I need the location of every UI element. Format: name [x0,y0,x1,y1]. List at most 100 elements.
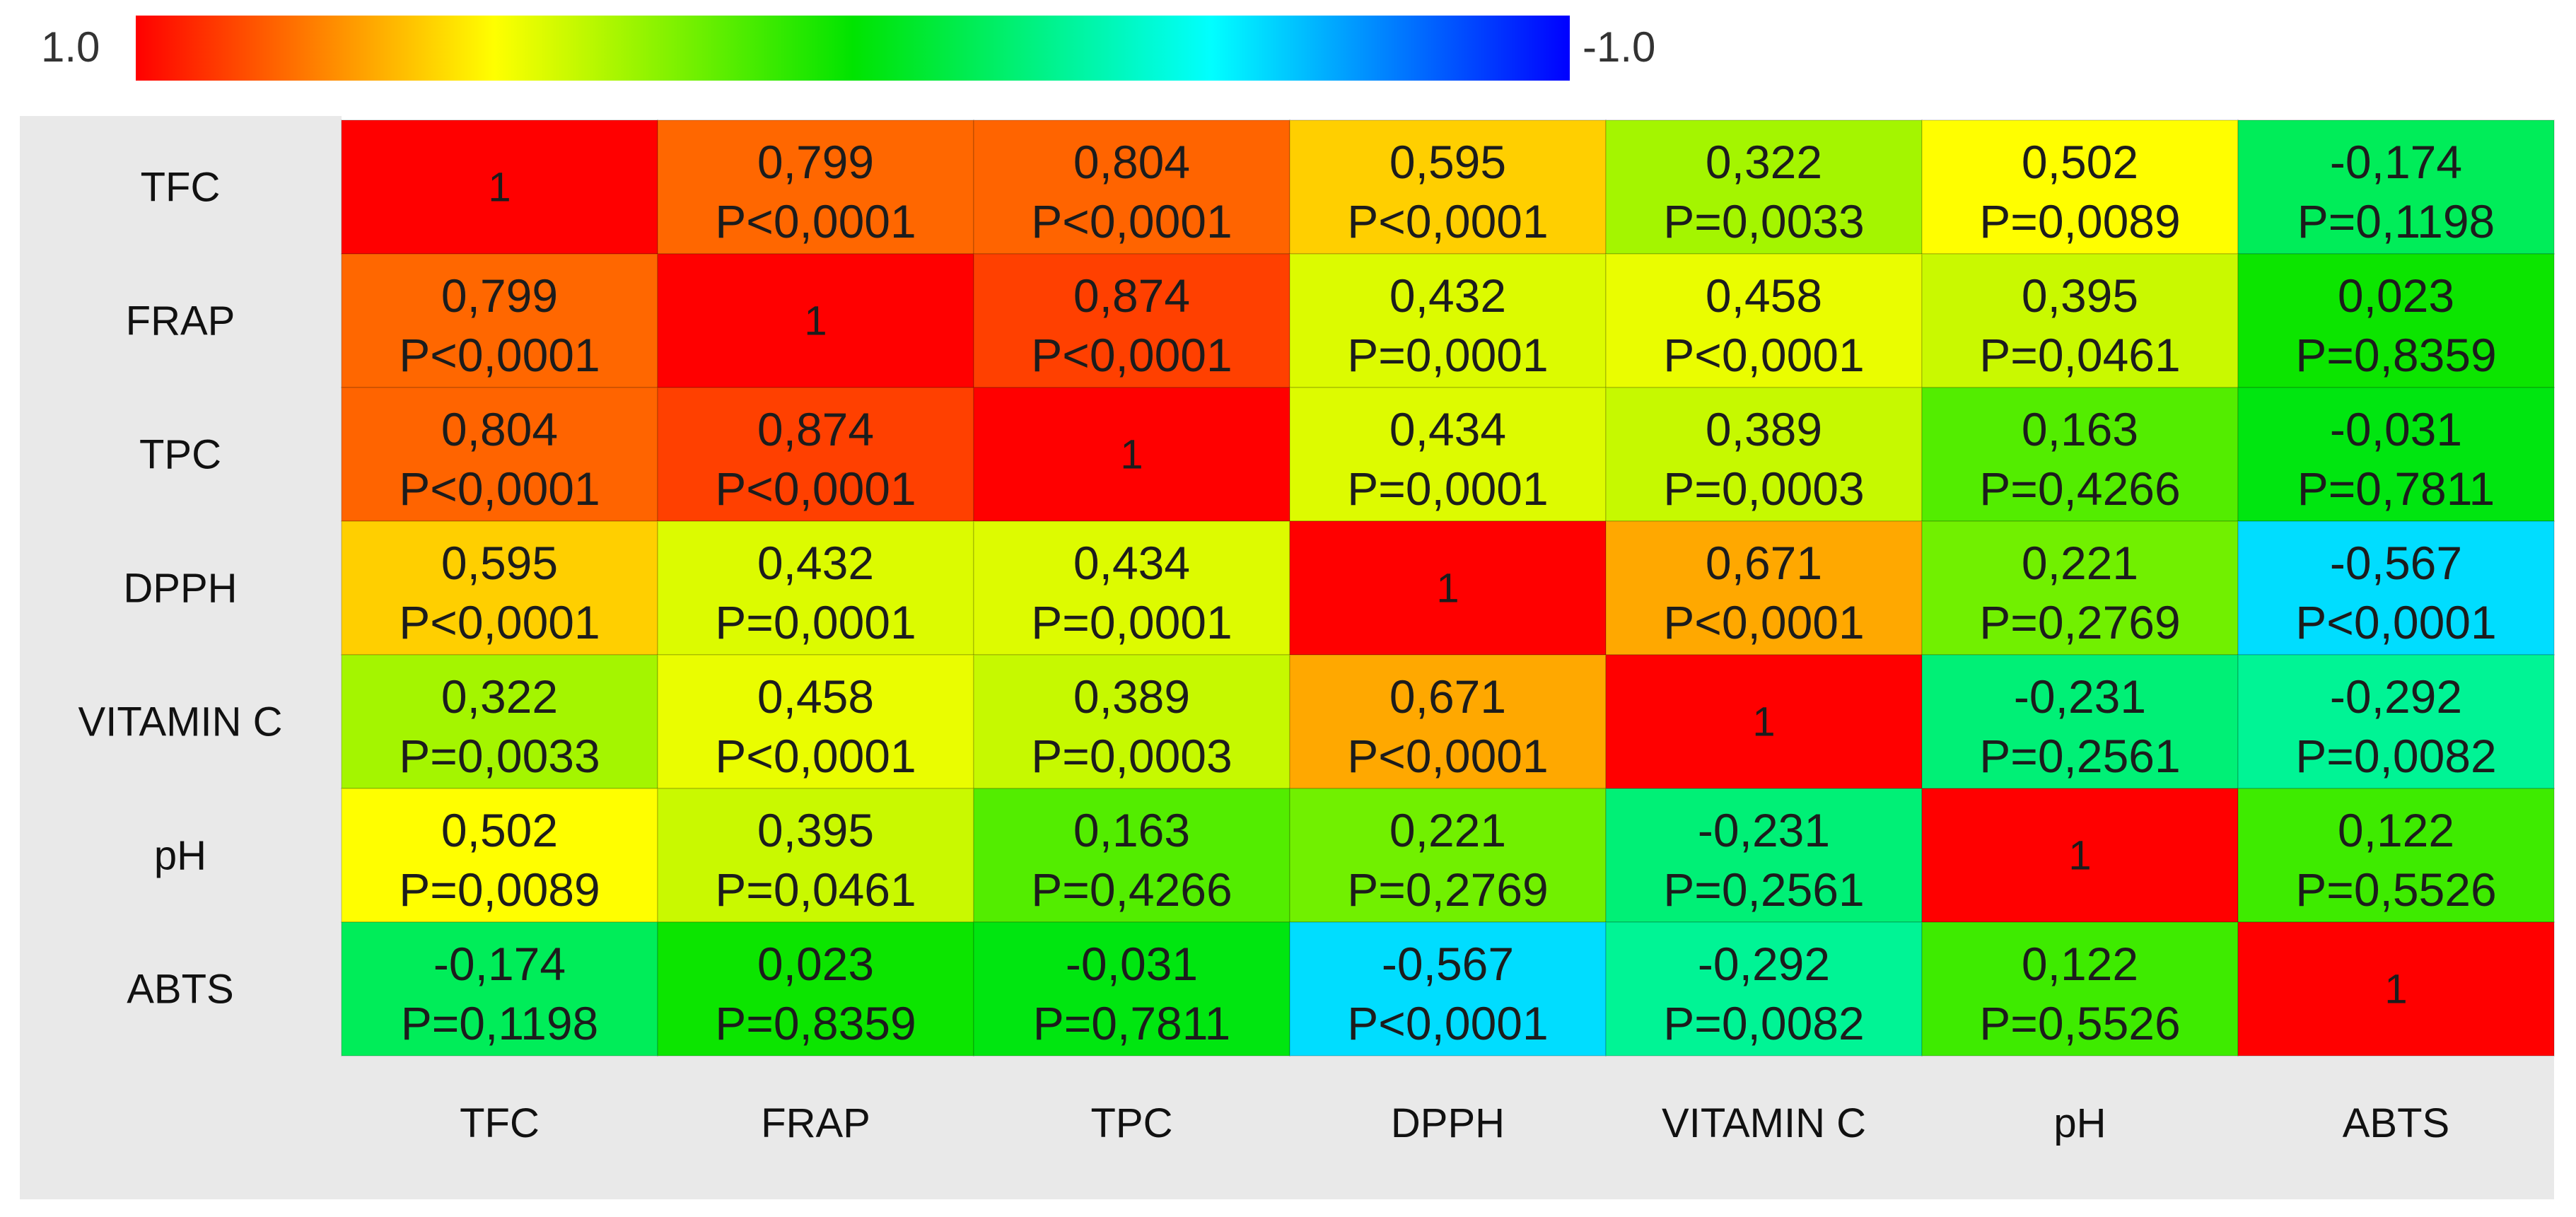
row-label: TPC [139,432,221,478]
heatmap-cell [973,921,1290,1056]
column-label: pH [2053,1100,2106,1146]
cell-p-value: P<0,0001 [1031,195,1232,248]
heatmap-cell [2237,520,2555,656]
cell-p-value: P=0,5526 [2295,863,2496,916]
cell-correlation-value: 0,799 [441,269,558,322]
heatmap-cell [2237,654,2555,789]
heatmap-cell [657,253,974,388]
heatmap-cell [1921,520,2239,656]
cell-p-value: P<0,0001 [1347,730,1548,782]
cell-p-value: P=0,7811 [1033,997,1231,1049]
heatmap-cell [2237,253,2555,388]
heatmap-cell [2237,120,2555,255]
heatmap-cell [1605,387,1923,522]
cell-p-value: P=0,0003 [1031,730,1232,782]
cell-correlation-value: 0,799 [757,136,874,188]
cell-correlation-value: -0,292 [2330,670,2462,723]
heatmap-cell [1289,120,1607,255]
cell-p-value: P=0,4266 [1979,462,2180,515]
cell-correlation-value: 1 [804,298,827,344]
heatmap-cell [341,387,658,522]
cell-p-value: P=0,8359 [715,997,916,1049]
cell-p-value: P=0,1198 [401,997,599,1049]
heatmap-cell [1289,654,1607,789]
cell-correlation-value: 0,221 [1389,804,1506,856]
cell-p-value: P=0,4266 [1031,863,1232,916]
cell-correlation-value: 0,322 [1706,136,1822,188]
cell-p-value: P=0,0089 [399,863,600,916]
cell-p-value: P=0,2561 [1979,730,2180,782]
cell-correlation-value: 0,163 [2022,403,2138,455]
cell-correlation-value: 0,434 [1389,403,1506,455]
column-label: ABTS [2343,1100,2450,1146]
heatmap-cell [1289,788,1607,923]
cell-p-value: P=0,0461 [715,863,916,916]
cell-p-value: P=0,2769 [1347,863,1548,916]
cell-correlation-value: -0,292 [1698,938,1830,990]
cell-correlation-value: 0,458 [757,670,874,723]
row-label: ABTS [127,967,234,1013]
row-label: pH [154,833,206,879]
heatmap-cell [2237,788,2555,923]
heatmap-cell [1605,520,1923,656]
cell-correlation-value: -0,031 [2330,403,2462,455]
cell-correlation-value: -0,231 [1698,804,1830,856]
row-label: VITAMIN C [78,699,283,745]
heatmap-cell [1605,788,1923,923]
cell-p-value: P<0,0001 [399,596,600,648]
heatmap-cell [1289,921,1607,1056]
cell-correlation-value: 1 [1120,432,1143,478]
cell-p-value: P<0,0001 [715,730,916,782]
heatmap-cell [341,520,658,656]
cell-p-value: P<0,0001 [1663,329,1864,381]
heatmap-cell [1921,387,2239,522]
legend-min-label: -1.0 [1583,23,1656,71]
cell-p-value: P<0,0001 [1347,195,1548,248]
heatmap-cell [341,120,658,255]
cell-p-value: P<0,0001 [399,462,600,515]
heatmap-cell [1605,253,1923,388]
cell-correlation-value: -0,567 [1382,938,1514,990]
heatmap-cell [1921,788,2239,923]
cell-correlation-value: 0,671 [1706,537,1822,589]
cell-correlation-value: 0,502 [441,804,558,856]
heatmap-cell [1921,253,2239,388]
cell-correlation-value: 0,389 [1073,670,1190,723]
heatmap-cell [1289,253,1607,388]
cell-correlation-value: 0,163 [1073,804,1190,856]
heatmap-cell [973,387,1290,522]
cell-correlation-value: 0,804 [1073,136,1190,188]
cell-correlation-value: 1 [2068,833,2091,879]
heatmap-cell [1605,120,1923,255]
cell-correlation-value: -0,031 [1066,938,1198,990]
heatmap-cell [341,654,658,789]
cell-correlation-value: 0,389 [1706,403,1822,455]
column-label: TFC [460,1100,540,1146]
cell-p-value: P<0,0001 [2295,596,2496,648]
cell-correlation-value: 0,595 [441,537,558,589]
cell-p-value: P=0,0001 [1347,329,1548,381]
heatmap-cell [1289,387,1607,522]
cell-p-value: P=0,0001 [715,596,916,648]
cell-p-value: P=0,0003 [1663,462,1864,515]
cell-correlation-value: 0,122 [2338,804,2454,856]
cell-correlation-value: 0,023 [757,938,874,990]
row-label: FRAP [126,298,235,344]
cell-correlation-value: 0,434 [1073,537,1190,589]
cell-p-value: P=0,0082 [1663,997,1864,1049]
cell-correlation-value: 0,595 [1389,136,1506,188]
column-label-panel [20,1056,2554,1199]
cell-p-value: P=0,8359 [2295,329,2496,381]
cell-p-value: P=0,0001 [1031,596,1232,648]
cell-correlation-value: 0,671 [1389,670,1506,723]
heatmap-cell [2237,921,2555,1056]
cell-correlation-value: 0,395 [757,804,874,856]
cell-p-value: P=0,2769 [1979,596,2180,648]
cell-correlation-value: 1 [2384,967,2407,1013]
heatmap-cell [973,654,1290,789]
cell-correlation-value: 0,502 [2022,136,2138,188]
heatmap-cell [657,120,974,255]
cell-correlation-value: -0,567 [2330,537,2462,589]
cell-correlation-value: 1 [488,165,511,211]
